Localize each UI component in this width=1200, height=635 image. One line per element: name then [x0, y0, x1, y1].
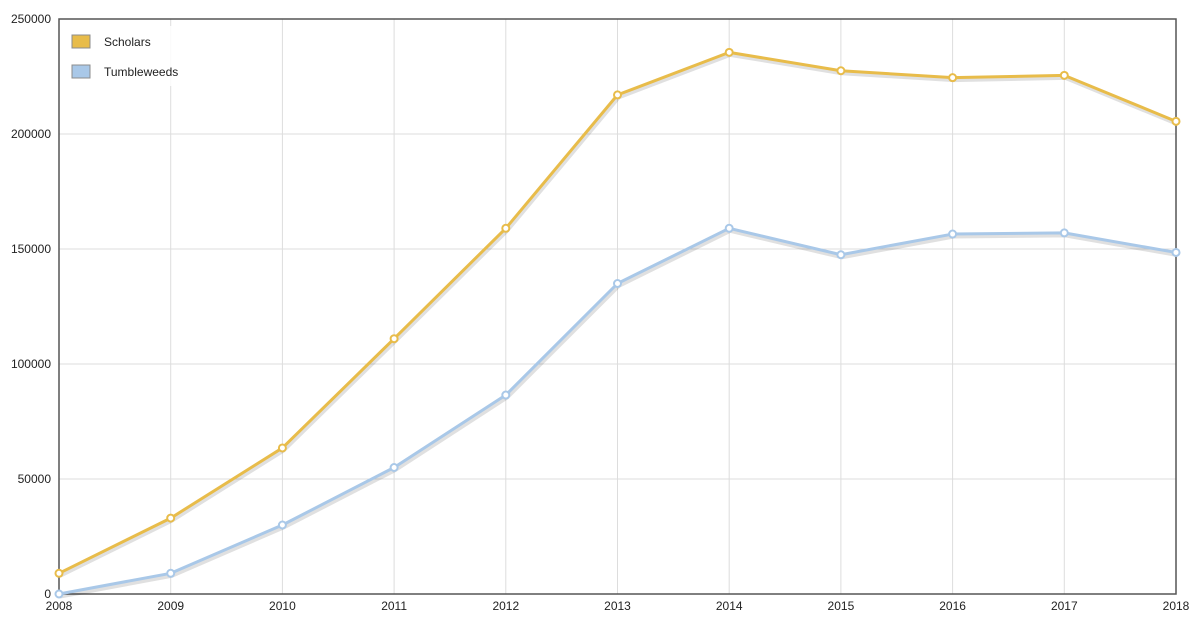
data-point-tumbleweeds[interactable] [166, 568, 176, 578]
data-point-scholars[interactable] [389, 334, 399, 344]
data-point-tumbleweeds[interactable] [1171, 247, 1181, 257]
y-axis-ticks: 0 50000 100000 150000 200000 250000 [11, 12, 51, 601]
data-point-scholars[interactable] [613, 90, 622, 100]
x-tick-label: 2015 [828, 599, 855, 613]
data-point-scholars[interactable] [724, 47, 734, 57]
x-tick-label: 2014 [716, 599, 743, 613]
legend-swatch-tumbleweeds [71, 64, 91, 79]
data-point-scholars[interactable] [1059, 70, 1069, 80]
data-point-tumbleweeds[interactable] [277, 520, 287, 530]
data-point-tumbleweeds[interactable] [613, 279, 622, 288]
series-shadow-scholars [58, 51, 1178, 578]
data-point-tumbleweeds[interactable] [501, 390, 511, 400]
series-group [54, 47, 1181, 599]
data-point-tumbleweeds[interactable] [54, 589, 64, 599]
y-tick-label: 250000 [11, 12, 51, 26]
data-point-scholars[interactable] [501, 223, 511, 233]
legend-swatch-scholars [71, 34, 91, 49]
y-tick-label: 200000 [11, 127, 51, 141]
data-point-scholars[interactable] [54, 568, 64, 578]
data-point-scholars[interactable] [166, 513, 176, 523]
data-point-tumbleweeds[interactable] [724, 223, 734, 233]
data-point-scholars[interactable] [1171, 116, 1181, 126]
legend: Scholars Tumbleweeds [64, 26, 184, 86]
data-point-tumbleweeds[interactable] [389, 463, 399, 472]
x-tick-label: 2012 [492, 599, 519, 613]
x-tick-label: 2013 [604, 599, 631, 613]
data-point-scholars[interactable] [836, 66, 846, 76]
y-tick-label: 150000 [11, 242, 51, 256]
data-point-tumbleweeds[interactable] [1059, 228, 1069, 238]
y-tick-label: 100000 [11, 357, 51, 371]
data-point-tumbleweeds[interactable] [948, 229, 958, 239]
x-tick-label: 2018 [1163, 599, 1190, 613]
x-tick-label: 2009 [157, 599, 184, 613]
data-point-scholars[interactable] [948, 73, 958, 83]
plot-frame [58, 18, 1177, 595]
x-tick-label: 2008 [46, 599, 73, 613]
x-tick-label: 2010 [269, 599, 296, 613]
data-point-tumbleweeds[interactable] [836, 250, 846, 260]
legend-label-tumbleweeds: Tumbleweeds [104, 65, 178, 79]
x-tick-label: 2017 [1051, 599, 1078, 613]
y-tick-label: 50000 [18, 472, 52, 486]
legend-label-scholars: Scholars [104, 35, 151, 49]
x-tick-label: 2011 [381, 599, 407, 613]
x-axis-ticks: 2008 2009 2010 2011 2012 2013 2014 2015 2016 2017… [46, 599, 1190, 613]
x-tick-label: 2016 [939, 599, 966, 613]
grid-lines [58, 18, 1177, 595]
data-point-scholars[interactable] [277, 443, 287, 453]
y-tick-label: 0 [44, 587, 51, 601]
